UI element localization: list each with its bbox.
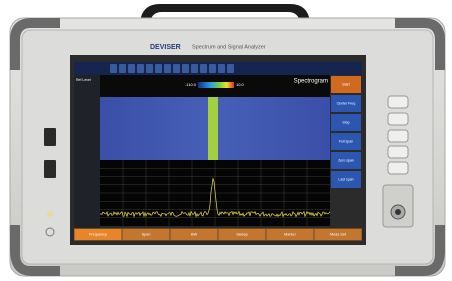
toolbar-icon[interactable] <box>119 64 126 73</box>
device-photo: DEVISER Spectrum and Signal Analyzer Ref… <box>0 0 452 281</box>
led <box>47 211 53 217</box>
toolbar-icon[interactable] <box>227 64 234 73</box>
product-name: Spectrum and Signal Analyzer <box>192 44 266 50</box>
key[interactable] <box>388 130 408 142</box>
color-bar-min: -110.0 <box>185 82 197 87</box>
usb-port <box>44 128 56 146</box>
softkey-label: Last span <box>338 177 353 181</box>
signal-band <box>208 97 218 160</box>
brand: DEVISER <box>150 44 181 51</box>
key[interactable] <box>388 96 408 108</box>
tab-label: Span <box>142 233 151 237</box>
softkey-label: Start <box>342 82 349 86</box>
toolbar-icon[interactable] <box>218 64 225 73</box>
tab-label: BW <box>191 233 198 237</box>
tab-label: Meas Set <box>330 233 347 237</box>
toolbar-icon[interactable] <box>173 64 180 73</box>
softkey-label: Stop <box>342 120 349 124</box>
mode-title: Spectrogram <box>294 79 328 85</box>
toolbar-icon[interactable] <box>164 64 171 73</box>
softkey-label: Full span <box>339 139 353 143</box>
toolbar-icon[interactable] <box>182 64 189 73</box>
softkey-label: Center Freq <box>337 101 356 105</box>
key[interactable] <box>388 146 408 158</box>
left-label: Ref Level <box>76 78 91 82</box>
toolbar-icon[interactable] <box>155 64 162 73</box>
left-panel <box>74 75 100 228</box>
usb-port <box>44 160 56 178</box>
rf-connector-core <box>395 209 401 215</box>
tab-label: Marker <box>284 233 297 237</box>
toolbar-icon[interactable] <box>137 64 144 73</box>
toolbar-icon[interactable] <box>191 64 198 73</box>
tab-label: Frequency <box>89 233 107 237</box>
toolbar-icon[interactable] <box>200 64 207 73</box>
toolbar-icon[interactable] <box>128 64 135 73</box>
toolbar-icon[interactable] <box>110 64 117 73</box>
color-bar-max: 10.0 <box>236 82 245 87</box>
key[interactable] <box>388 162 408 174</box>
color-bar <box>198 82 234 88</box>
key[interactable] <box>388 113 408 125</box>
tab-label: Sweep <box>236 233 248 237</box>
toolbar-icon[interactable] <box>209 64 216 73</box>
softkey-label: Zero span <box>338 158 354 162</box>
toolbar-icon[interactable] <box>146 64 153 73</box>
keypad <box>388 96 408 174</box>
